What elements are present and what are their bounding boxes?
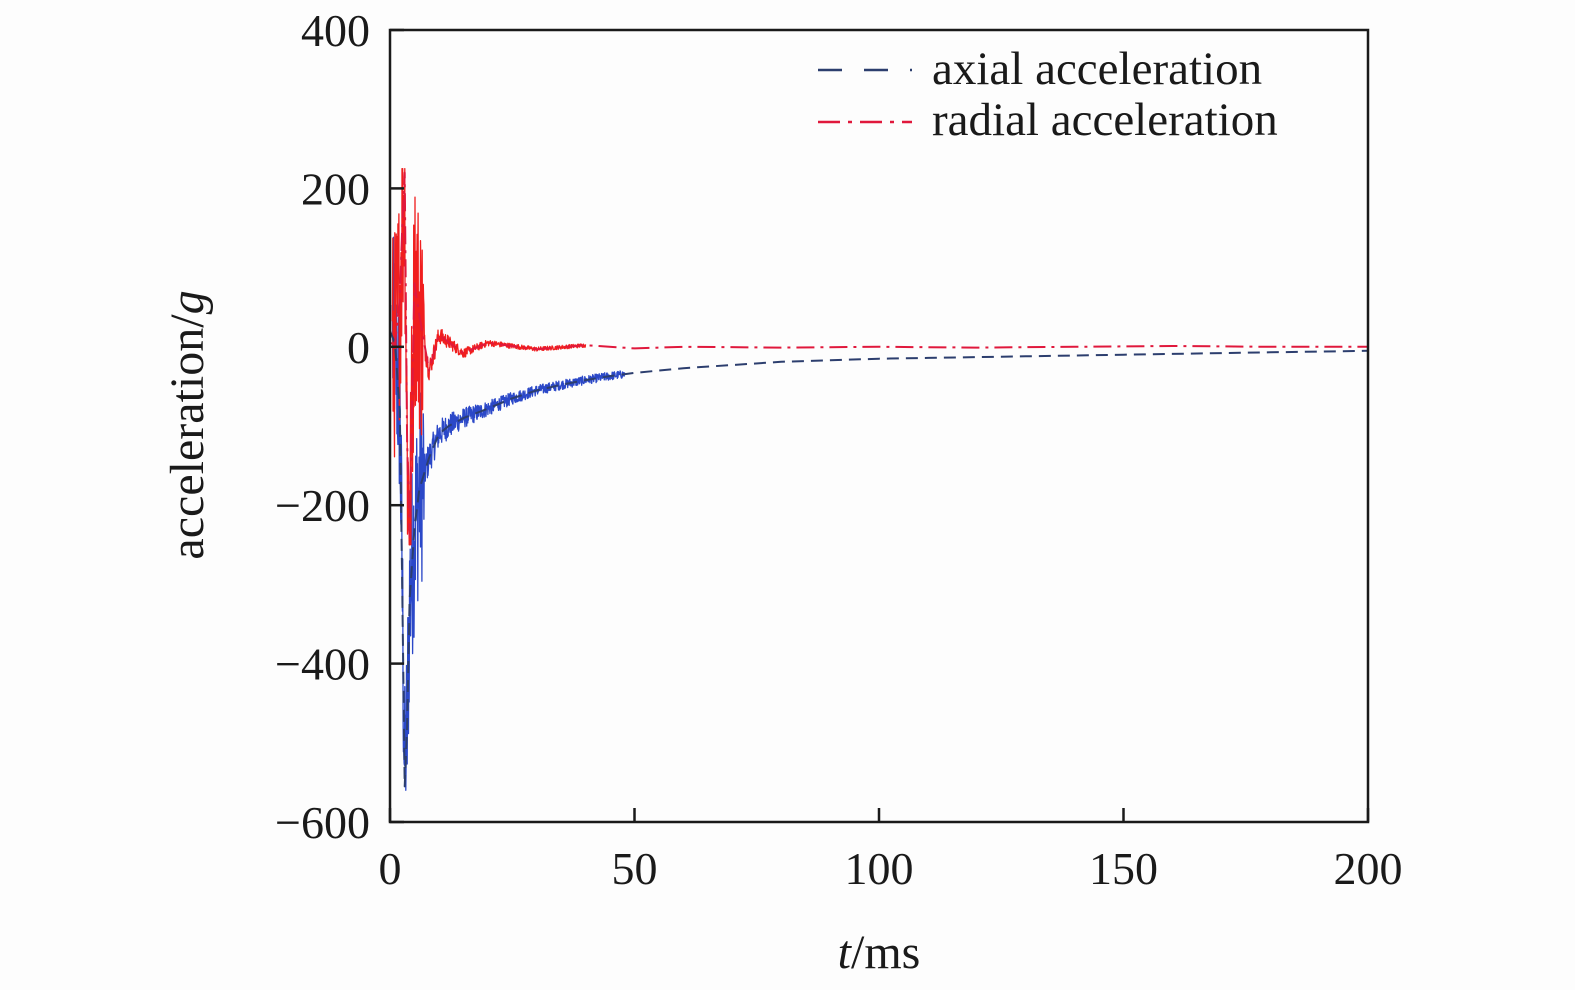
- axial-noise-trace: [391, 236, 626, 791]
- ticks-layer: 0 50 100 150 200 400 200 0 −200 −400 −600: [275, 5, 1402, 894]
- plot-frame: [388, 28, 1370, 824]
- legend-label-radial: radial acceleration: [932, 94, 1278, 146]
- legend: axial acceleration radial acceleration: [818, 43, 1278, 146]
- radial-noise-trace: [391, 167, 587, 546]
- series-layer: [389, 171, 1369, 788]
- x-tick-label: 150: [1089, 843, 1158, 894]
- x-tick-label: 50: [612, 843, 658, 894]
- legend-label-axial: axial acceleration: [932, 43, 1262, 95]
- y-tick-label: −200: [275, 480, 370, 531]
- y-tick-label: −600: [275, 797, 370, 848]
- axial-acceleration-line: [389, 330, 1369, 788]
- x-tick-label: 0: [379, 843, 402, 894]
- y-tick-label: 0: [347, 322, 370, 373]
- y-tick-label: 200: [301, 163, 370, 214]
- x-axis-title: t/ms: [838, 926, 921, 979]
- radial-acceleration-line: [389, 171, 1368, 538]
- x-axis-label-unit: /ms: [851, 926, 920, 979]
- x-tick-label: 200: [1334, 843, 1403, 894]
- y-axis-label-variable: g: [161, 290, 214, 314]
- x-axis-label-variable: t: [838, 926, 853, 979]
- noise-layer: [391, 167, 626, 791]
- y-tick-label: 400: [301, 5, 370, 56]
- y-tick-label: −400: [275, 639, 370, 690]
- y-axis-label-main: acceleration/: [161, 314, 214, 560]
- x-tick-label: 100: [845, 843, 914, 894]
- y-axis-title: acceleration/g: [161, 290, 214, 559]
